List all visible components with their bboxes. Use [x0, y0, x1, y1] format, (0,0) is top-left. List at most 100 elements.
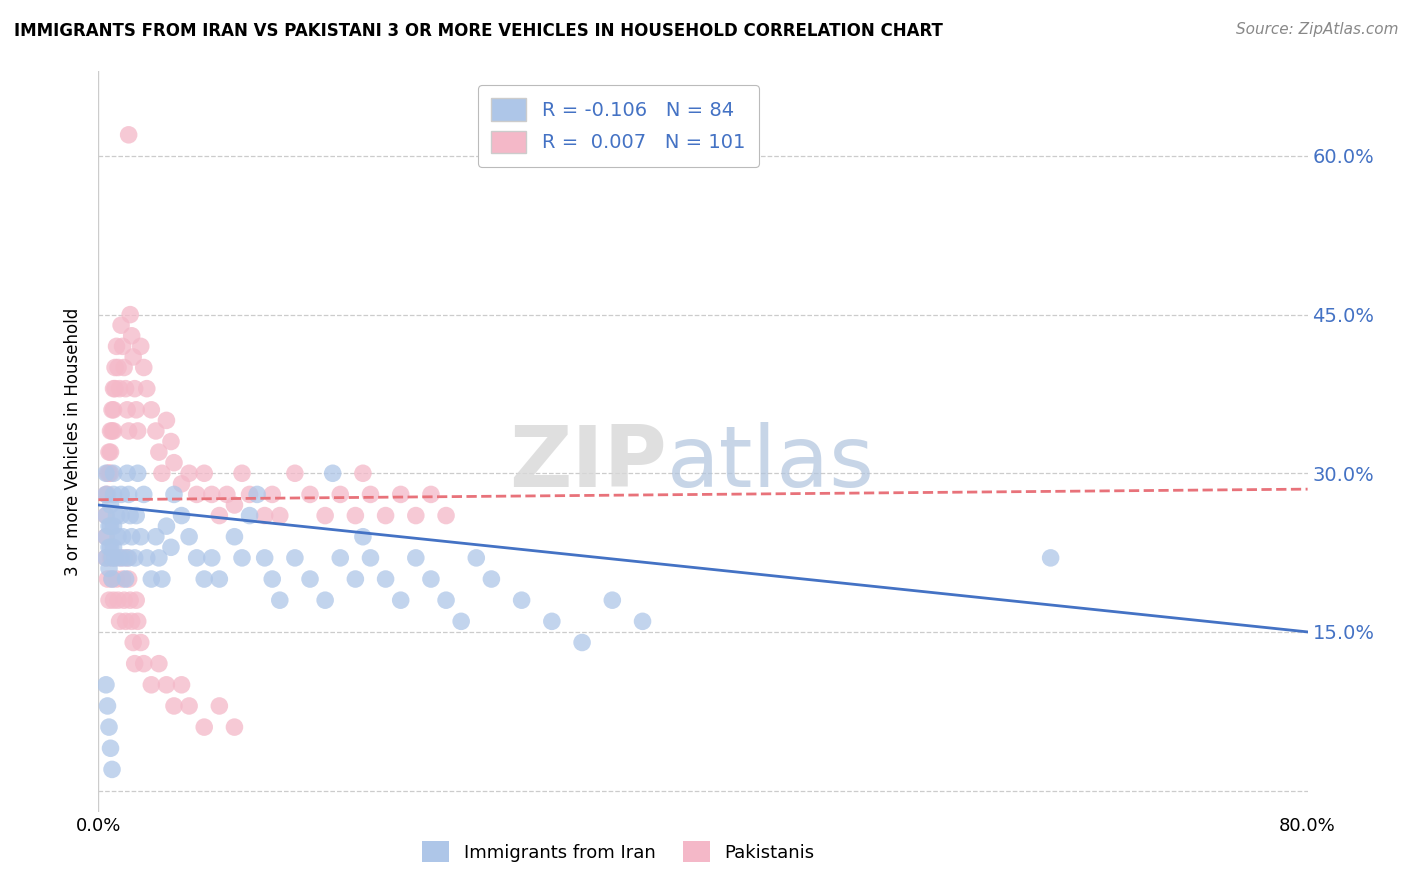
Point	[118, 550, 141, 565]
Point	[352, 530, 374, 544]
Point	[105, 339, 128, 353]
Point	[103, 487, 125, 501]
Point	[145, 530, 167, 544]
Point	[107, 530, 129, 544]
Point	[186, 487, 208, 501]
Point	[322, 467, 344, 481]
Point	[122, 635, 145, 649]
Point	[160, 434, 183, 449]
Point	[148, 445, 170, 459]
Point	[208, 698, 231, 713]
Point	[253, 550, 276, 565]
Point	[101, 763, 124, 777]
Point	[104, 550, 127, 565]
Text: ZIP: ZIP	[509, 422, 666, 505]
Point	[94, 467, 117, 481]
Point	[96, 698, 118, 713]
Point	[631, 615, 654, 629]
Point	[141, 402, 163, 417]
Point	[329, 550, 352, 565]
Point	[114, 615, 136, 629]
Point	[602, 593, 624, 607]
Point	[420, 572, 443, 586]
Point	[170, 476, 193, 491]
Point	[98, 593, 121, 607]
Point	[239, 508, 262, 523]
Point	[115, 402, 138, 417]
Point	[231, 550, 253, 565]
Point	[110, 318, 132, 333]
Point	[124, 657, 146, 671]
Point	[389, 593, 412, 607]
Point	[122, 350, 145, 364]
Point	[201, 550, 224, 565]
Point	[246, 487, 269, 501]
Point	[186, 550, 208, 565]
Point	[98, 541, 121, 555]
Point	[132, 360, 155, 375]
Point	[94, 550, 117, 565]
Point	[96, 487, 118, 501]
Point	[124, 382, 146, 396]
Point	[299, 487, 322, 501]
Point	[160, 541, 183, 555]
Point	[127, 467, 149, 481]
Point	[112, 593, 135, 607]
Point	[100, 741, 122, 756]
Point	[269, 593, 291, 607]
Point	[163, 698, 186, 713]
Point	[125, 402, 148, 417]
Point	[96, 467, 118, 481]
Point	[344, 508, 367, 523]
Point	[150, 467, 173, 481]
Point	[98, 561, 121, 575]
Point	[103, 467, 125, 481]
Point	[163, 487, 186, 501]
Point	[107, 593, 129, 607]
Point	[224, 498, 246, 512]
Point	[108, 615, 131, 629]
Point	[299, 572, 322, 586]
Point	[125, 508, 148, 523]
Point	[104, 360, 127, 375]
Point	[224, 530, 246, 544]
Point	[124, 550, 146, 565]
Point	[110, 550, 132, 565]
Point	[101, 572, 124, 586]
Point	[231, 467, 253, 481]
Point	[135, 382, 157, 396]
Point	[360, 487, 382, 501]
Point	[105, 572, 128, 586]
Point	[101, 402, 124, 417]
Point	[129, 339, 152, 353]
Point	[118, 572, 141, 586]
Point	[96, 572, 118, 586]
Point	[94, 508, 117, 523]
Point	[208, 572, 231, 586]
Point	[329, 487, 352, 501]
Point	[98, 720, 121, 734]
Point	[100, 498, 122, 512]
Point	[114, 572, 136, 586]
Point	[112, 550, 135, 565]
Point	[101, 572, 124, 586]
Point	[100, 519, 122, 533]
Point	[132, 657, 155, 671]
Point	[94, 530, 117, 544]
Point	[314, 508, 336, 523]
Point	[179, 698, 201, 713]
Text: atlas: atlas	[666, 422, 875, 505]
Point	[108, 382, 131, 396]
Point	[1039, 550, 1062, 565]
Point	[115, 467, 138, 481]
Point	[262, 487, 284, 501]
Point	[101, 424, 124, 438]
Point	[104, 382, 127, 396]
Point	[193, 572, 215, 586]
Point	[104, 550, 127, 565]
Point	[155, 678, 177, 692]
Point	[224, 720, 246, 734]
Point	[465, 550, 488, 565]
Point	[145, 424, 167, 438]
Text: Source: ZipAtlas.com: Source: ZipAtlas.com	[1236, 22, 1399, 37]
